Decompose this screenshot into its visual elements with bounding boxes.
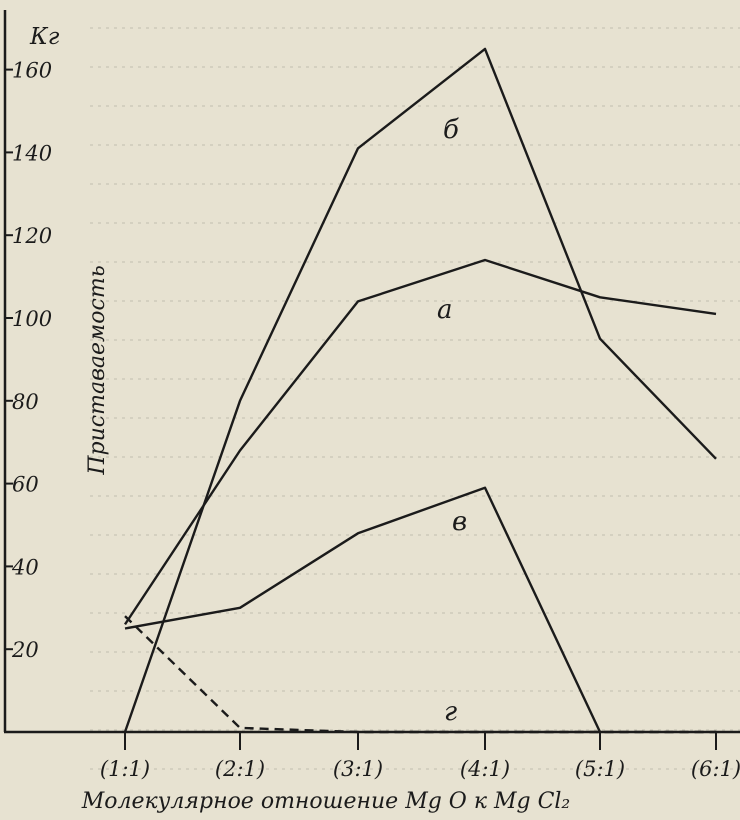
y-tick-label: 100: [12, 307, 52, 331]
series-line-а: [125, 260, 716, 624]
x-tick-label: (6:1): [691, 757, 740, 781]
y-tick-label: 160: [12, 59, 52, 83]
x-tick-label: (3:1): [333, 757, 383, 781]
x-axis-title: Молекулярное отношение Mg O к Mg Cl₂: [81, 789, 571, 814]
series-line-б: [125, 49, 716, 732]
x-tick-label: (1:1): [100, 757, 150, 781]
x-tick-label: (2:1): [215, 757, 265, 781]
chart-labels: 20 40 60 80 100 120 140 160 (1:1) (2:1) (3:1) (4:1)…: [11, 24, 740, 814]
series-label-а: а: [437, 295, 453, 325]
x-tick-label: (5:1): [575, 757, 625, 781]
y-tick-label: 60: [12, 473, 39, 497]
axes: [4, 10, 740, 750]
y-tick-label: 20: [11, 638, 39, 662]
bleed-through-text: [90, 28, 740, 769]
y-tick-label: 120: [12, 224, 52, 248]
y-tick-label: 80: [12, 390, 39, 414]
series-label-в: в: [452, 507, 467, 537]
y-tick-label: 140: [12, 141, 52, 165]
series-label-г: г: [444, 697, 457, 727]
y-axis-title: Приставаемость: [85, 265, 110, 475]
series-label-б: б: [443, 115, 459, 145]
x-tick-label: (4:1): [460, 757, 510, 781]
series-line-г: [125, 616, 716, 732]
y-unit-label: Кг: [29, 24, 60, 50]
series-lines: [125, 49, 716, 732]
y-tick-label: 40: [11, 555, 39, 579]
